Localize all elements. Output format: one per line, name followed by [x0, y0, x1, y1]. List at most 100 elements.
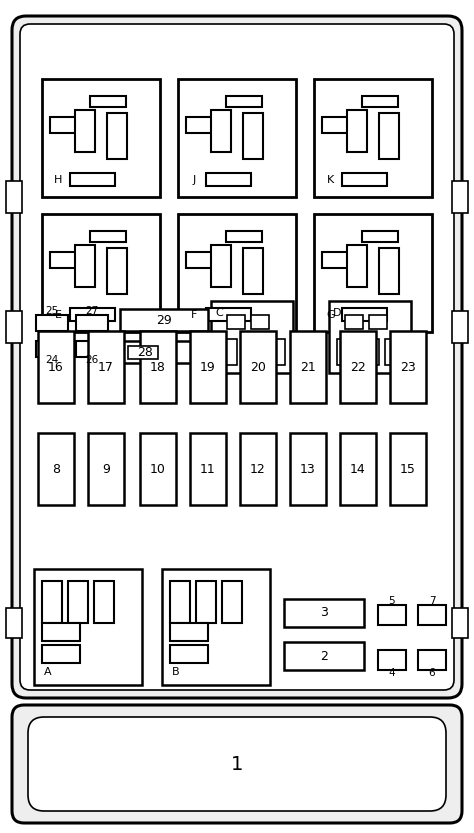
Bar: [128, 346, 158, 359]
Bar: [347, 245, 367, 287]
Bar: [76, 341, 108, 357]
Text: B: B: [172, 667, 180, 677]
Bar: [42, 623, 80, 641]
Bar: [211, 301, 293, 373]
Bar: [6, 608, 22, 638]
Bar: [243, 112, 263, 159]
Text: 3: 3: [320, 606, 328, 620]
Bar: [251, 315, 269, 329]
Text: E: E: [55, 310, 62, 320]
Bar: [76, 315, 108, 331]
Bar: [170, 623, 208, 641]
Bar: [190, 331, 226, 403]
Bar: [284, 642, 364, 670]
Bar: [290, 433, 326, 505]
Text: 2: 2: [320, 650, 328, 662]
Text: 28: 28: [137, 346, 153, 358]
Bar: [140, 433, 176, 505]
Text: 20: 20: [250, 361, 266, 373]
Bar: [206, 173, 251, 187]
Bar: [186, 252, 212, 268]
Text: F: F: [191, 310, 198, 320]
Bar: [6, 311, 22, 343]
Bar: [211, 245, 231, 287]
Bar: [337, 339, 355, 365]
Bar: [170, 645, 208, 663]
Bar: [379, 247, 399, 294]
Bar: [211, 110, 231, 152]
Bar: [369, 315, 387, 329]
Bar: [120, 309, 208, 331]
Bar: [186, 117, 212, 133]
Bar: [36, 315, 68, 331]
Text: 8: 8: [52, 462, 60, 476]
Bar: [342, 308, 387, 322]
Bar: [452, 608, 468, 638]
Bar: [196, 581, 216, 623]
Bar: [322, 252, 348, 268]
Bar: [88, 433, 124, 505]
Bar: [206, 308, 251, 322]
Bar: [340, 433, 376, 505]
Text: 26: 26: [85, 355, 99, 365]
Bar: [418, 605, 446, 625]
Bar: [243, 339, 261, 365]
Bar: [42, 79, 160, 197]
Bar: [75, 245, 95, 287]
Bar: [34, 569, 142, 685]
Bar: [42, 214, 160, 332]
Text: 29: 29: [156, 313, 172, 327]
Bar: [36, 341, 68, 357]
Bar: [314, 214, 432, 332]
Text: 12: 12: [250, 462, 266, 476]
Bar: [162, 569, 270, 685]
Bar: [390, 331, 426, 403]
Text: A: A: [44, 667, 52, 677]
Bar: [379, 112, 399, 159]
Bar: [94, 581, 114, 623]
Bar: [347, 110, 367, 152]
Bar: [120, 341, 208, 363]
Bar: [42, 645, 80, 663]
Bar: [342, 173, 387, 187]
Text: H: H: [55, 175, 63, 185]
FancyBboxPatch shape: [12, 705, 462, 823]
Bar: [363, 231, 398, 242]
Text: 21: 21: [300, 361, 316, 373]
Bar: [91, 96, 126, 107]
Text: 19: 19: [200, 361, 216, 373]
Text: 10: 10: [150, 462, 166, 476]
Text: 17: 17: [98, 361, 114, 373]
Text: 4: 4: [389, 668, 395, 678]
Bar: [70, 173, 115, 187]
Text: 25: 25: [46, 306, 59, 316]
Text: 6: 6: [428, 668, 435, 678]
Text: 11: 11: [200, 462, 216, 476]
Bar: [240, 433, 276, 505]
Text: 9: 9: [102, 462, 110, 476]
Bar: [340, 331, 376, 403]
Bar: [38, 433, 74, 505]
Bar: [50, 117, 76, 133]
Bar: [6, 181, 22, 213]
Bar: [390, 433, 426, 505]
Bar: [227, 315, 245, 329]
Bar: [267, 339, 285, 365]
Text: K: K: [327, 175, 334, 185]
Bar: [361, 339, 379, 365]
Bar: [219, 339, 237, 365]
Bar: [75, 110, 95, 152]
Text: 16: 16: [48, 361, 64, 373]
Text: 27: 27: [85, 306, 99, 316]
Bar: [227, 231, 262, 242]
Bar: [50, 252, 76, 268]
Bar: [378, 605, 406, 625]
Bar: [329, 301, 411, 373]
Text: J: J: [193, 175, 196, 185]
Bar: [345, 315, 363, 329]
Bar: [190, 433, 226, 505]
Text: 23: 23: [400, 361, 416, 373]
Bar: [284, 599, 364, 627]
Text: 7: 7: [428, 596, 435, 606]
Text: C: C: [215, 308, 223, 318]
